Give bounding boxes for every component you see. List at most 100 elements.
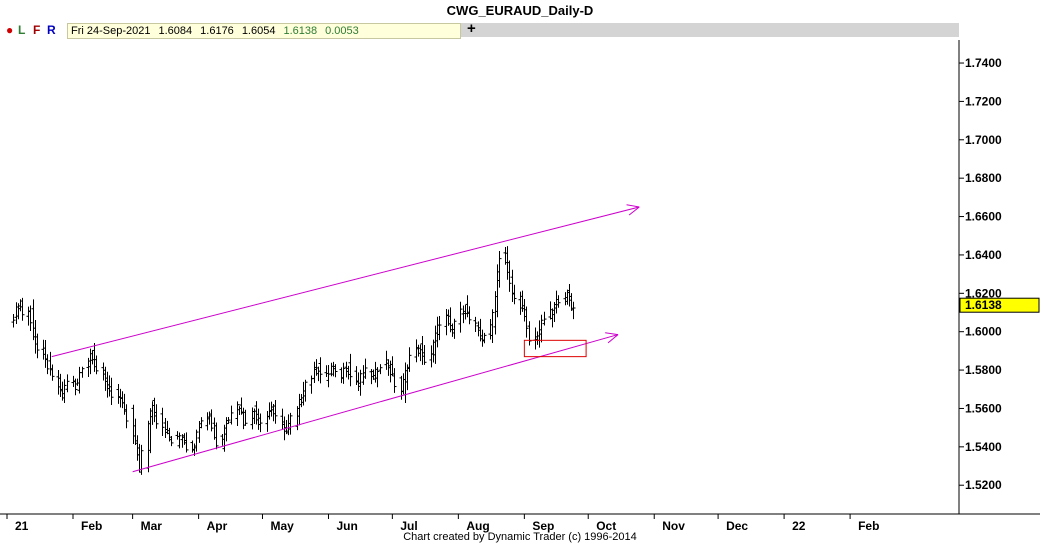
ohlc-bar [209,409,214,432]
x-tick-label: Feb [81,519,102,533]
x-tick-label: Feb [858,519,879,533]
ohlc-bar [358,369,363,396]
ohlc-bar [65,374,70,393]
ohlc-bar [437,315,442,341]
ohlc-bar [20,297,25,321]
y-tick-label: 1.7000 [965,133,1002,147]
x-tick-label: Oct [596,519,616,533]
ohlc-bar [452,318,457,339]
y-tick-label: 1.6600 [965,210,1002,224]
ohlc-bar [28,305,33,331]
ohlc-bar [539,314,544,343]
r-button[interactable]: R [47,23,56,37]
ohlc-bar [375,367,380,388]
x-tick-label: Dec [726,519,748,533]
x-tick-label: Nov [662,519,685,533]
y-tick-label: 1.5600 [965,401,1002,415]
y-tick-label: 1.6000 [965,325,1002,339]
ohlc-bar [288,412,293,435]
x-tick-label: Sep [532,519,554,533]
ohlc-bar [571,301,576,320]
y-tick-label: 1.5400 [965,440,1002,454]
ohlc-bar [11,313,16,328]
ohlc-bar [333,364,338,378]
info-change: 0.0053 [325,25,359,37]
ohlc-info-bar: Fri 24-Sep-2021 1.6084 1.6176 1.6054 1.6138 0… [67,23,461,39]
ohlc-bar [482,332,487,344]
ohlc-bar [527,321,532,346]
ohlc-bar [109,377,114,406]
ohlc-bar [243,409,248,426]
x-tick-label: Jun [336,519,357,533]
y-tick-label: 1.6800 [965,171,1002,185]
ohlc-bar [124,404,129,429]
ohlc-bar [490,309,495,343]
ohlc-bar [556,295,561,308]
x-tick-label: 21 [15,519,29,533]
trendline [132,332,619,473]
ohlc-bar [226,417,231,424]
crosshair-plus-icon[interactable]: + [467,20,476,37]
last-price-label: 1.6138 [965,298,1002,312]
x-tick-label: Aug [466,519,489,533]
ohlc-bar [62,379,67,404]
x-tick-label: Mar [141,519,163,533]
info-date: Fri 24-Sep-2021 [71,25,151,37]
ohlc-bar [73,378,78,396]
ohlc-bar [199,417,204,429]
ohlc-bar [542,311,547,326]
x-tick-label: Jul [400,519,417,533]
ohlc-bar [194,429,199,452]
ohlc-bar [392,368,397,393]
plot-area [0,40,959,514]
record-dot-icon[interactable]: ● [6,23,14,37]
ohlc-bar [341,362,346,384]
ohlc-bar [348,353,353,387]
last-price-box [959,297,1040,313]
ohlc-bar [35,333,40,359]
ohlc-bar [318,357,323,384]
toolbar: ● L F R Fri 24-Sep-2021 1.6084 1.6176 1.605… [0,20,1040,40]
info-high: 1.6176 [200,25,234,37]
ohlc-bar [177,432,182,449]
ohlc-bar [45,354,50,375]
l-button[interactable]: L [18,23,26,37]
ohlc-bar [154,404,159,429]
ohlc-bar [258,413,263,433]
ohlc-bar [169,435,174,447]
ohlc-bar [497,250,502,288]
y-tick-label: 1.5800 [965,363,1002,377]
ohlc-bar [507,260,512,292]
ohlc-bar [458,301,463,333]
trendline [51,204,640,358]
chart-credit: Chart created by Dynamic Trader (c) 1996… [403,531,637,543]
chart-title: CWG_EURAUD_Daily-D [446,3,594,18]
ohlc-bar [422,344,427,365]
ohlc-bar [184,432,189,453]
info-low: 1.6054 [241,25,276,37]
target-zone-box [523,339,587,358]
y-tick-label: 1.5200 [965,478,1002,492]
ohlc-bar [378,364,383,375]
ohlc-bar [50,364,55,381]
ohlc-bar [303,379,308,402]
x-tick-label: Apr [207,519,228,533]
toolbar-scroll-area[interactable] [461,23,959,37]
ohlc-bar [363,358,368,379]
y-tick-label: 1.6200 [965,286,1002,300]
f-button[interactable]: F [33,23,41,37]
y-tick-label: 1.7400 [965,56,1002,70]
x-tick-label: 22 [792,519,806,533]
ohlc-bar [229,405,234,425]
ohlc-bar [407,347,412,372]
ohlc-bar [512,284,517,305]
ohlc-bar [160,407,165,436]
ohlc-bar [467,306,472,325]
ohlc-bar [273,400,278,424]
ohlc-bar [524,306,529,338]
y-tick-label: 1.6400 [965,248,1002,262]
info-open: 1.6084 [158,25,193,37]
ohlc-bar [235,401,240,427]
ohlc-bar [139,444,144,475]
